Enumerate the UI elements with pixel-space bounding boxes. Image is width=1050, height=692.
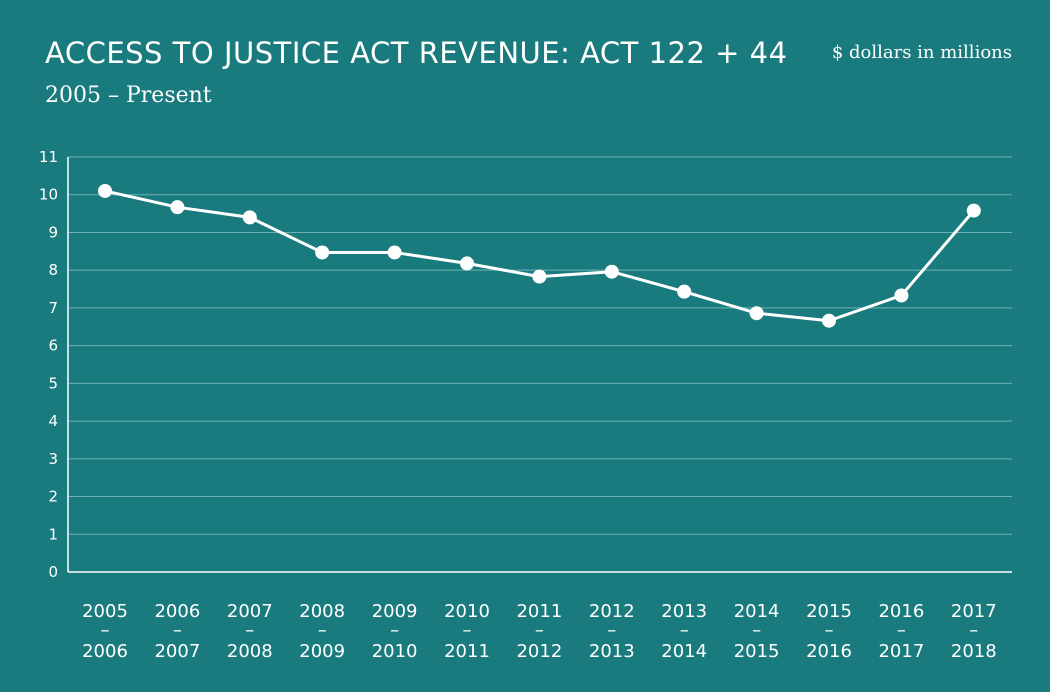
unit-label: $ dollars in millions: [831, 42, 1012, 63]
x-tick-label: 2008: [227, 641, 273, 662]
x-tick-label: 2017: [878, 641, 924, 662]
x-tick-label: 2015: [806, 601, 852, 622]
x-tick-label: –: [897, 620, 906, 641]
data-point: [242, 210, 257, 225]
data-point: [822, 313, 836, 328]
x-tick-label: –: [535, 620, 544, 641]
y-tick-label: 0: [48, 563, 58, 581]
x-tick-label: 2014: [661, 641, 707, 662]
x-tick-label: 2006: [154, 601, 200, 622]
x-tick-label: 2010: [444, 601, 490, 622]
y-tick-label: 3: [48, 450, 58, 468]
x-tick-label: –: [607, 620, 616, 641]
y-tick-label: 9: [48, 223, 58, 241]
data-point: [315, 245, 330, 260]
x-tick-label: 2005: [82, 601, 128, 622]
x-tick-label: 2007: [227, 601, 273, 622]
y-axis-ticks: 0 1 2 3 4 5 6 7 8 9 10 11: [39, 148, 58, 581]
y-tick-label: 11: [39, 148, 58, 166]
data-point: [894, 288, 909, 303]
x-tick-label: 2006: [82, 641, 128, 662]
x-tick-label: –: [680, 620, 689, 641]
data-point: [460, 256, 474, 271]
x-tick-label: 2011: [516, 601, 562, 622]
data-point: [604, 264, 619, 279]
x-tick-label: –: [463, 620, 472, 641]
data-point: [532, 269, 547, 284]
x-tick-label: 2018: [951, 641, 997, 662]
x-tick-label: –: [390, 620, 399, 641]
x-tick-label: 2015: [734, 641, 780, 662]
x-tick-label: –: [318, 620, 327, 641]
x-tick-label: 2009: [372, 601, 418, 622]
x-axis-ticks: 2005–20062006–20072007–20082008–20092009…: [82, 601, 997, 662]
series-layer: [98, 183, 981, 328]
y-tick-label: 2: [48, 488, 58, 506]
x-tick-label: –: [969, 620, 978, 641]
chart-title: ACCESS TO JUSTICE ACT REVENUE: ACT 122 +…: [45, 36, 788, 70]
x-tick-label: 2016: [806, 641, 852, 662]
data-point: [387, 245, 402, 260]
y-tick-label: 1: [48, 525, 58, 543]
data-point: [749, 306, 764, 321]
x-tick-label: 2007: [154, 641, 200, 662]
x-tick-label: 2017: [951, 601, 997, 622]
x-tick-label: –: [825, 620, 834, 641]
data-point: [170, 200, 185, 215]
x-tick-label: 2013: [661, 601, 707, 622]
x-tick-label: 2013: [589, 641, 635, 662]
x-tick-label: –: [101, 620, 110, 641]
data-point: [677, 284, 692, 299]
y-tick-label: 5: [48, 374, 58, 392]
x-tick-label: –: [173, 620, 182, 641]
x-tick-label: 2014: [734, 601, 780, 622]
x-tick-label: 2009: [299, 641, 345, 662]
x-tick-label: 2011: [444, 641, 490, 662]
grid-layer: [67, 156, 1012, 573]
x-tick-label: 2010: [372, 641, 418, 662]
y-tick-label: 8: [48, 261, 58, 279]
x-tick-label: 2012: [589, 601, 635, 622]
y-tick-label: 7: [48, 299, 58, 317]
data-point: [966, 203, 981, 218]
y-tick-label: 6: [48, 337, 58, 355]
x-tick-label: 2008: [299, 601, 345, 622]
x-tick-label: –: [245, 620, 254, 641]
data-point: [98, 183, 112, 198]
chart-subtitle: 2005 – Present: [45, 83, 212, 108]
x-tick-label: –: [752, 620, 761, 641]
y-tick-label: 10: [39, 186, 58, 204]
series-line: [104, 189, 975, 323]
x-tick-label: 2012: [516, 641, 562, 662]
x-tick-label: 2016: [878, 601, 924, 622]
y-tick-label: 4: [48, 412, 58, 430]
